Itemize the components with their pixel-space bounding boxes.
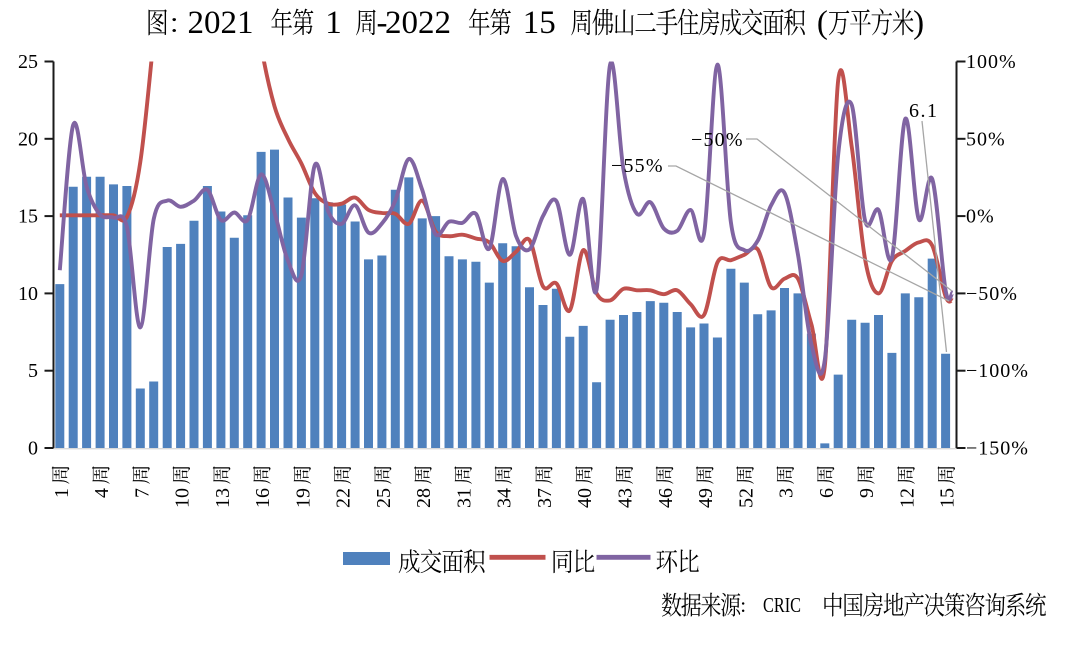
svg-text:1: 1 — [51, 488, 73, 498]
svg-text:10: 10 — [18, 283, 38, 305]
svg-text:40: 40 — [574, 488, 596, 508]
svg-text:2021: 2021 — [188, 5, 254, 41]
svg-text:15: 15 — [18, 206, 38, 228]
svg-text:34: 34 — [494, 488, 516, 508]
svg-text:−150%: −150% — [966, 438, 1029, 460]
svg-text:2022: 2022 — [385, 5, 451, 41]
svg-text:22: 22 — [333, 488, 355, 508]
svg-text:15: 15 — [523, 5, 556, 41]
svg-text:28: 28 — [413, 488, 435, 508]
svg-text:100%: 100% — [966, 51, 1017, 73]
svg-text:16: 16 — [252, 488, 274, 508]
svg-text:15: 15 — [937, 488, 959, 508]
svg-text:6.1: 6.1 — [909, 100, 939, 122]
svg-text:10: 10 — [172, 488, 194, 508]
svg-text:5: 5 — [28, 360, 38, 382]
svg-text:): ) — [913, 5, 924, 41]
svg-text:3: 3 — [776, 488, 798, 498]
svg-text:−50%: −50% — [966, 283, 1018, 305]
svg-text:25: 25 — [18, 51, 38, 73]
svg-text:CRIC: CRIC — [763, 593, 801, 617]
svg-text:19: 19 — [292, 488, 314, 508]
svg-text:4: 4 — [91, 488, 113, 498]
svg-text:12: 12 — [896, 488, 918, 508]
svg-text:37: 37 — [534, 488, 556, 508]
svg-text:6: 6 — [816, 488, 838, 498]
svg-text:13: 13 — [212, 488, 234, 508]
svg-text:46: 46 — [655, 488, 677, 508]
svg-text:−100%: −100% — [966, 360, 1029, 382]
svg-text:31: 31 — [453, 488, 475, 508]
svg-text:−50%: −50% — [691, 129, 744, 151]
svg-text:1: 1 — [325, 5, 342, 41]
svg-text:25: 25 — [373, 488, 395, 508]
svg-text:0: 0 — [28, 438, 38, 460]
svg-text:49: 49 — [695, 488, 717, 508]
svg-text:50%: 50% — [966, 128, 1006, 150]
svg-text:−55%: −55% — [611, 155, 664, 177]
svg-text:(: ( — [817, 5, 828, 41]
svg-text:9: 9 — [856, 488, 878, 498]
svg-text:7: 7 — [131, 488, 153, 498]
svg-text:52: 52 — [735, 488, 757, 508]
svg-text:0%: 0% — [966, 206, 995, 228]
svg-text::: : — [740, 593, 746, 617]
svg-text:-: - — [377, 5, 388, 41]
svg-text:20: 20 — [18, 128, 38, 150]
svg-text:43: 43 — [615, 488, 637, 508]
